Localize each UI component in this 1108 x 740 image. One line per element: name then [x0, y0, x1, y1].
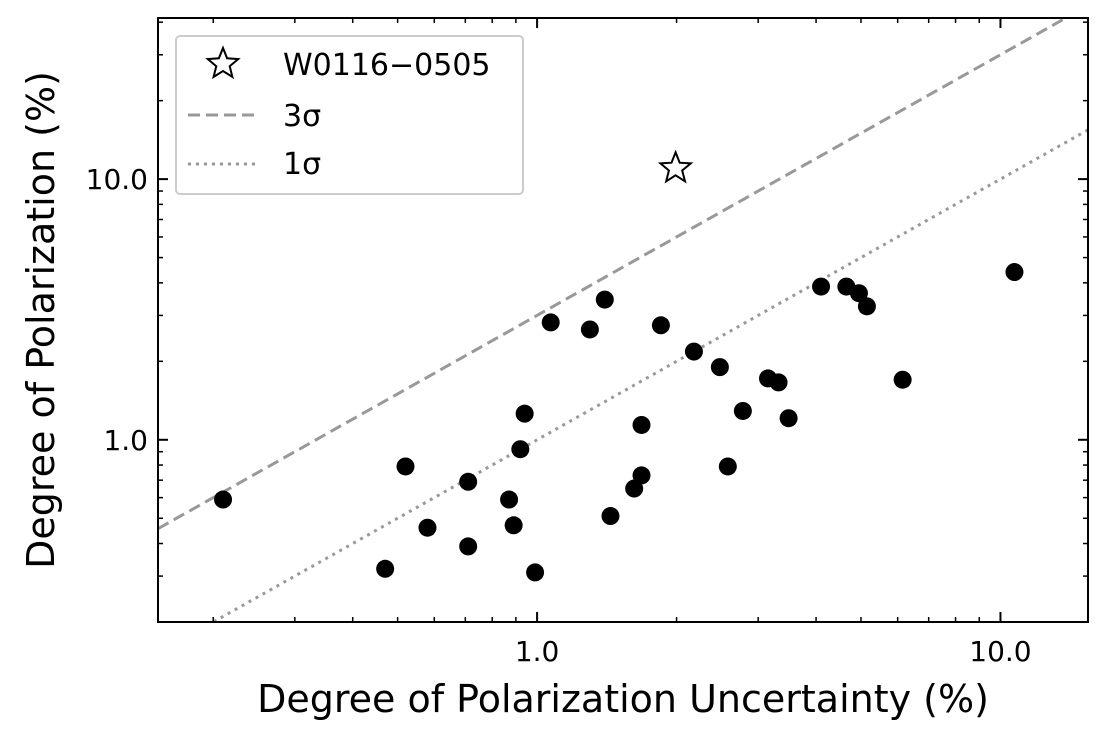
data-point [459, 472, 478, 491]
data-point [1005, 263, 1024, 282]
data-point [511, 440, 530, 459]
data-point [710, 358, 729, 377]
legend-box [175, 35, 524, 195]
data-points [214, 149, 1024, 582]
data-point [769, 373, 788, 392]
plot-area-frame [157, 17, 1089, 623]
data-point [684, 342, 703, 361]
data-point [893, 370, 912, 389]
x-tick-label: 1.0 [515, 635, 560, 668]
data-point [580, 320, 599, 339]
data-point [459, 537, 478, 556]
y-tick-label: 1.0 [103, 424, 148, 457]
data-point [718, 457, 737, 476]
data-point [779, 409, 798, 428]
x-tick-label: 10.0 [969, 635, 1031, 668]
data-point [632, 466, 651, 485]
reference-line-3sigma [158, 18, 1069, 531]
data-point [595, 290, 614, 309]
data-point [500, 490, 519, 509]
data-point [849, 284, 868, 303]
data-point [812, 277, 831, 296]
legend: W0116−0505 3σ 1σ [175, 35, 524, 195]
y-tick-label: 10.0 [86, 163, 148, 196]
legend-star-marker [205, 45, 241, 80]
data-point [418, 518, 437, 537]
data-point [541, 313, 560, 332]
x-axis-label: Degree of Polarization Uncertainty (%) [257, 677, 989, 721]
star-marker [657, 149, 694, 184]
data-point [601, 507, 620, 526]
y-axis-label: Degree of Polarization (%) [19, 71, 63, 569]
legend-label-1sigma: 1σ [283, 147, 321, 182]
data-point [526, 563, 545, 582]
data-point [625, 479, 644, 498]
data-point [515, 404, 534, 423]
data-point [733, 401, 752, 420]
data-point [651, 316, 670, 335]
axis-ticks: 1.0 10.0 1.0 10.0 [86, 18, 1088, 668]
data-point [632, 415, 651, 434]
legend-label-w0116: W0116−0505 [283, 48, 491, 83]
legend-label-3sigma: 3σ [283, 99, 321, 134]
reference-line-1sigma [210, 128, 1088, 622]
reference-lines [158, 18, 1088, 622]
data-point [857, 297, 876, 316]
data-point [504, 516, 523, 535]
data-point [376, 559, 395, 578]
data-point [214, 490, 233, 509]
data-point [396, 457, 415, 476]
